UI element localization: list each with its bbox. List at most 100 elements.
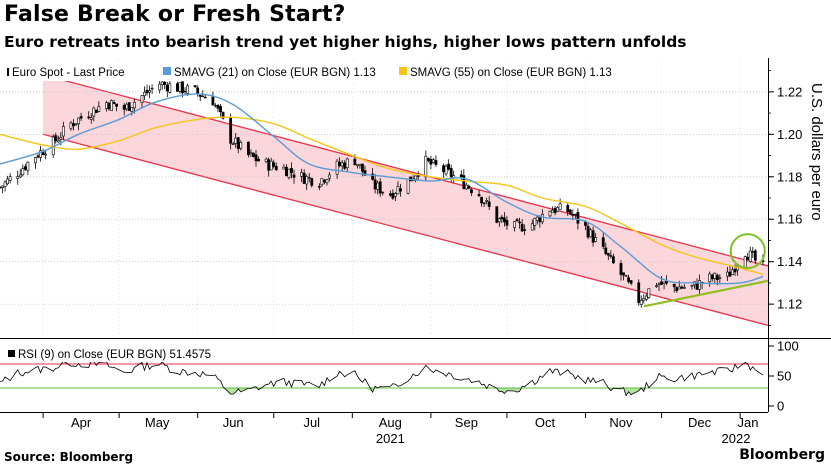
candle-body bbox=[743, 256, 747, 268]
x-year-label: 2022 bbox=[722, 431, 751, 446]
candle-body bbox=[495, 206, 499, 223]
candle-body bbox=[470, 189, 473, 194]
candle-body bbox=[753, 250, 757, 261]
candle-body bbox=[647, 288, 651, 298]
candle-body bbox=[376, 182, 380, 190]
candle-body bbox=[622, 272, 625, 276]
candle-body bbox=[89, 117, 93, 120]
candle-body bbox=[728, 271, 732, 277]
candle-body bbox=[26, 161, 30, 171]
candle-body bbox=[675, 287, 679, 291]
candle-body bbox=[211, 96, 215, 106]
candle-body bbox=[662, 281, 666, 284]
candle-body bbox=[148, 90, 151, 93]
candle-body bbox=[576, 212, 580, 224]
chart-subtitle: Euro retreats into bearish trend yet hig… bbox=[4, 33, 687, 51]
candle-body bbox=[320, 178, 324, 186]
candle-body bbox=[391, 192, 395, 199]
candle-body bbox=[381, 191, 385, 194]
candle-body bbox=[115, 103, 118, 107]
candle-body bbox=[629, 280, 633, 284]
candle-body bbox=[467, 185, 471, 189]
candle-body bbox=[130, 107, 134, 112]
candle-body bbox=[216, 105, 220, 109]
candle-body bbox=[594, 237, 598, 242]
candle-body bbox=[143, 91, 146, 97]
rsi-panel bbox=[0, 360, 768, 397]
candle-body bbox=[394, 193, 397, 197]
price-panel bbox=[0, 60, 768, 336]
candle-body bbox=[396, 186, 400, 195]
candle-body bbox=[573, 213, 577, 216]
candle-body bbox=[8, 176, 12, 181]
price-tick-label: 1.12 bbox=[777, 297, 802, 312]
candle-body bbox=[203, 96, 207, 99]
channel-upper-line bbox=[42, 74, 768, 267]
candle-body bbox=[214, 105, 217, 107]
candle-body bbox=[221, 111, 225, 119]
chart-title: False Break or Fresh Start? bbox=[4, 2, 346, 27]
square-icon bbox=[8, 350, 15, 357]
x-tick-label: Jan bbox=[738, 415, 759, 430]
candle-body bbox=[178, 82, 182, 92]
candle-body bbox=[127, 102, 131, 111]
candle-body bbox=[246, 141, 250, 156]
candle-body bbox=[533, 218, 537, 226]
candle-body bbox=[112, 102, 116, 104]
candle-body bbox=[97, 106, 101, 112]
candle-body bbox=[183, 90, 187, 93]
price-y-axis: 1.12 1.14 1.16 1.18 1.20 1.22 bbox=[768, 58, 802, 338]
candle-body bbox=[609, 255, 613, 257]
candle-body bbox=[231, 143, 235, 145]
candle-body bbox=[535, 216, 539, 221]
time-x-axis: Apr May Jun Jul Aug Sep Oct Nov Dec Jan 2021 2022 bbox=[0, 412, 768, 446]
candle-body bbox=[198, 94, 202, 97]
candle-body bbox=[163, 81, 167, 85]
candle-body bbox=[586, 225, 590, 238]
x-tick-label: Nov bbox=[609, 415, 633, 430]
candle-body bbox=[165, 84, 169, 92]
candle-body bbox=[325, 179, 329, 184]
candle-body bbox=[477, 194, 481, 197]
x-tick-label: Jun bbox=[223, 415, 244, 430]
candle-body bbox=[219, 106, 222, 113]
candle-body bbox=[558, 203, 562, 210]
rsi-tick-label: 50 bbox=[777, 369, 791, 384]
candle-body bbox=[39, 150, 42, 158]
candle-body bbox=[132, 102, 136, 109]
candle-body bbox=[680, 286, 684, 289]
candle-body bbox=[353, 158, 357, 166]
candle-body bbox=[122, 105, 126, 110]
candle-body bbox=[69, 122, 73, 129]
price-tick-label: 1.18 bbox=[777, 169, 802, 184]
candle-body bbox=[644, 295, 648, 300]
candle-body bbox=[639, 299, 643, 305]
candle-body bbox=[505, 220, 509, 226]
legend-background bbox=[3, 345, 231, 362]
candle-body bbox=[338, 161, 342, 166]
candle-body bbox=[335, 160, 339, 175]
candle-body bbox=[54, 135, 58, 142]
x-tick-label: Apr bbox=[71, 415, 92, 430]
candle-body bbox=[708, 273, 712, 283]
candle-body bbox=[307, 177, 311, 179]
candle-body bbox=[541, 213, 544, 223]
candle-body bbox=[642, 298, 646, 301]
candle-body bbox=[272, 162, 276, 167]
candle-body bbox=[290, 168, 293, 174]
candle-body bbox=[462, 175, 466, 189]
candle-body bbox=[748, 250, 752, 262]
candle-body bbox=[424, 155, 428, 178]
candle-body bbox=[79, 116, 83, 119]
candle-body bbox=[269, 160, 273, 171]
candle-body bbox=[0, 186, 2, 189]
candle-body bbox=[36, 155, 40, 158]
candle-body bbox=[16, 176, 20, 179]
candle-body bbox=[442, 165, 445, 173]
candle-body bbox=[363, 170, 367, 176]
channel-lower-line bbox=[42, 133, 768, 327]
candle-body bbox=[176, 83, 179, 92]
candle-body bbox=[568, 209, 572, 215]
candle-body bbox=[44, 153, 48, 156]
candle-body bbox=[690, 285, 694, 287]
